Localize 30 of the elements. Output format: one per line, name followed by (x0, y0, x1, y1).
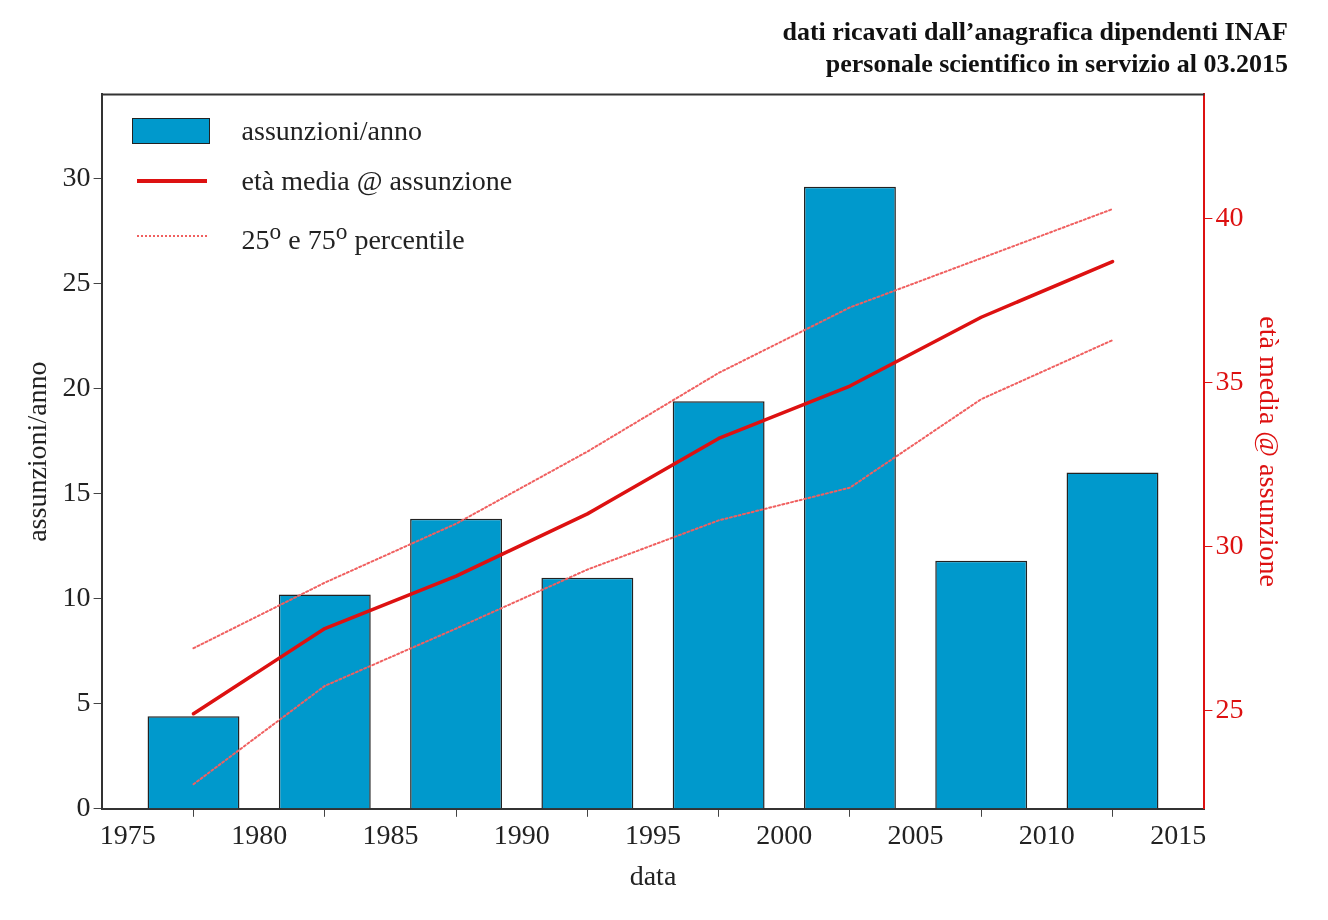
line-series (192, 339, 1114, 786)
x-tick-label: 1980 (231, 818, 288, 850)
y-axis-title: assunzioni/anno (21, 361, 53, 542)
y2-tick-label: 35 (1215, 365, 1244, 397)
x-tick-label: 2000 (756, 818, 813, 850)
legend-label: 25$^{o}$ e 75$^{o}$ percentile (241, 217, 465, 258)
y-tick-label: 15 (62, 475, 91, 507)
x-tick-label: 2010 (1018, 818, 1075, 850)
chart-subtitle: personale scientifico in servizio al 03.2015 (825, 48, 1288, 78)
y2-tick-label: 40 (1215, 201, 1244, 233)
y-tick-label: 25 (62, 265, 91, 297)
chart-title: dati ricavati dall’anagrafica dipendenti INAF (782, 17, 1288, 47)
y-tick-label: 30 (62, 160, 91, 192)
y-tick-label: 10 (62, 581, 91, 613)
x-tick-label: 1990 (493, 818, 550, 850)
y2-axis-title: età media @ assunzione (1253, 316, 1285, 587)
y-tick-label: 20 (62, 370, 91, 402)
x-tick-label: 1995 (625, 818, 681, 850)
x-tick-label: 1975 (99, 818, 156, 850)
x-axis-title: data (629, 859, 677, 891)
y-tick-label: 0 (76, 791, 91, 823)
x-tick-label: 1985 (362, 818, 419, 850)
y2-tick-label: 30 (1215, 528, 1244, 560)
y2-tick-label: 25 (1215, 692, 1244, 724)
x-tick-label: 2015 (1150, 818, 1207, 850)
x-tick-label: 2005 (887, 818, 944, 850)
y-tick-label: 5 (76, 686, 91, 718)
legend-label: assunzioni/anno (241, 114, 423, 149)
line-series (192, 208, 1114, 650)
legend-label: età media @ assunzione (241, 164, 513, 199)
